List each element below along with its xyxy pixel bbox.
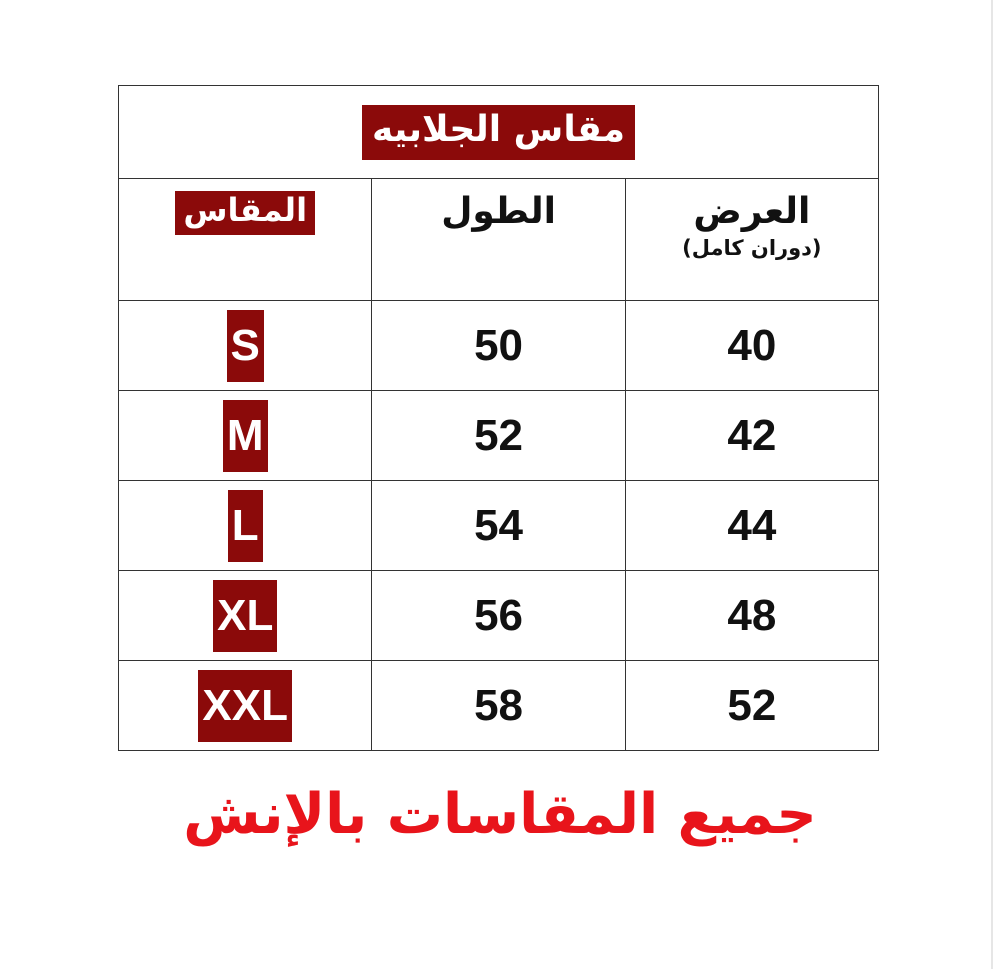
footer-note: جميع المقاسات بالإنش xyxy=(183,782,817,847)
length-cell: 50 xyxy=(371,300,626,391)
size-badge: XL xyxy=(213,579,278,652)
table-row: 44 54 L xyxy=(117,480,880,571)
header-size: المقاس xyxy=(117,178,373,301)
size-badge: M xyxy=(222,399,268,472)
title-row: مقاس الجلابيه xyxy=(118,85,879,179)
header-length: الطول xyxy=(371,178,626,301)
size-badge: XXL xyxy=(198,669,292,742)
width-note: (دوران كامل) xyxy=(682,236,822,260)
length-cell: 54 xyxy=(371,480,626,571)
size-cell: M xyxy=(117,390,373,481)
width-cell: 52 xyxy=(624,660,880,751)
width-cell: 40 xyxy=(624,300,880,391)
length-cell: 56 xyxy=(371,570,626,661)
size-chart-table: مقاس الجلابيه العرض (دوران كامل) الطول ال… xyxy=(117,85,880,751)
size-cell: XXL xyxy=(117,660,373,751)
table-row: 40 50 S xyxy=(117,300,880,391)
header-width: العرض (دوران كامل) xyxy=(624,178,880,301)
width-cell: 48 xyxy=(624,570,880,661)
size-cell: XL xyxy=(117,570,373,661)
page-edge xyxy=(991,0,993,969)
table-row: 52 58 XXL xyxy=(117,660,880,751)
table-row: 48 56 XL xyxy=(117,570,880,661)
size-badge: S xyxy=(226,309,264,382)
width-cell: 42 xyxy=(624,390,880,481)
length-cell: 52 xyxy=(371,390,626,481)
size-cell: S xyxy=(117,300,373,391)
size-badge: L xyxy=(227,489,263,562)
width-cell: 44 xyxy=(624,480,880,571)
header-row: العرض (دوران كامل) الطول المقاس xyxy=(117,178,880,301)
length-cell: 58 xyxy=(371,660,626,751)
chart-title: مقاس الجلابيه xyxy=(361,104,636,160)
table-row: 42 52 M xyxy=(117,390,880,481)
size-cell: L xyxy=(117,480,373,571)
